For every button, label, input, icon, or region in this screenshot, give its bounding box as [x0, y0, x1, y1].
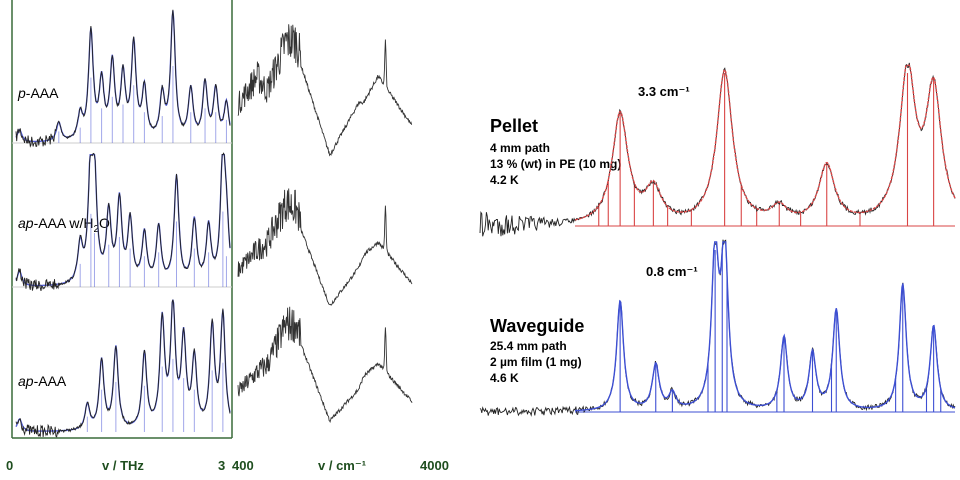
fit-curve-2 [15, 299, 231, 432]
trace-label-ap-aaa-w-h2o: ap-AAA w/H2O [18, 215, 110, 235]
ir-trace-2 [237, 306, 413, 423]
middle-infrared-panel: 400 4000 v / cm⁻¹ [232, 458, 449, 473]
fit-curve-waveguide [574, 241, 956, 412]
pellet-title: Pellet [490, 116, 538, 136]
x-axis-label-thz: v / THz [102, 458, 144, 473]
ir-trace-0 [237, 24, 413, 157]
pellet-info-2: 13 % (wt) in PE (10 mg) [490, 157, 621, 171]
x-axis-label-cm: v / cm⁻¹ [318, 458, 366, 473]
chart-marks [12, 9, 956, 438]
waveguide-resolution: 0.8 cm⁻¹ [646, 264, 698, 279]
x-tick-label-0: 0 [6, 458, 13, 473]
waveguide-info-2: 2 µm film (1 mg) [490, 355, 582, 369]
x-tick-label-4000: 4000 [420, 458, 449, 473]
trace-label-ap-aaa: ap-AAA [18, 373, 67, 389]
x-tick-label-3: 3 [218, 458, 225, 473]
pellet-info-3: 4.2 K [490, 173, 519, 187]
ir-trace-1 [237, 188, 413, 306]
x-tick-label-400: 400 [232, 458, 254, 473]
data-trace-1 [15, 152, 231, 292]
data-trace-0 [15, 9, 231, 148]
data-trace-2 [15, 299, 231, 438]
data-trace-pellet [479, 62, 956, 237]
waveguide-info-3: 4.6 K [490, 371, 519, 385]
pellet-resolution: 3.3 cm⁻¹ [638, 84, 690, 99]
left-terahertz-panel: 0 3 v / THz [6, 0, 233, 473]
trace-label-p-aaa: p-AAA [17, 85, 59, 101]
pellet-info-1: 4 mm path [490, 141, 550, 155]
fit-curve-pellet [574, 64, 956, 221]
waveguide-title: Waveguide [490, 316, 584, 336]
waveguide-info-1: 25.4 mm path [490, 339, 567, 353]
